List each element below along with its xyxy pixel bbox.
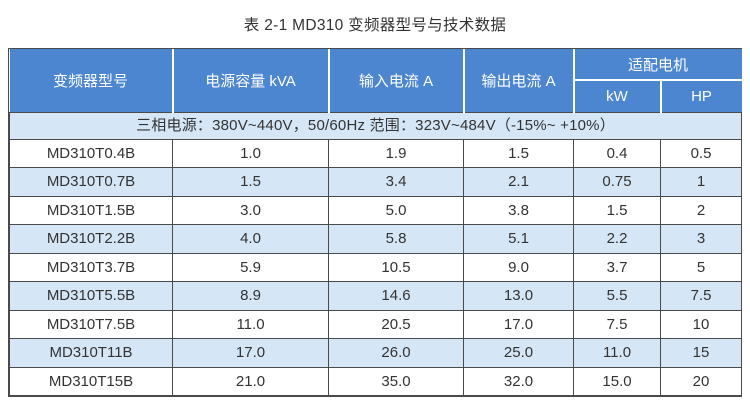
value-cell: 3.8 [463, 195, 574, 225]
value-cell: 17.0 [463, 309, 574, 339]
value-cell: 5.9 [172, 252, 329, 282]
value-cell: 4.0 [172, 224, 329, 254]
value-cell: 2 [659, 195, 743, 225]
value-cell: 11.0 [573, 338, 661, 368]
value-cell: 2.2 [573, 224, 661, 254]
value-cell: 21.0 [172, 366, 329, 396]
table-row: MD310T0.4B 1.0 1.9 1.5 0.4 0.5 [9, 138, 743, 168]
power-supply-banner: 三相电源：380V~440V，50/60Hz 范围：323V~484V（-15%… [8, 111, 743, 140]
model-cell: MD310T0.4B [9, 138, 173, 168]
table-row: MD310T2.2B 4.0 5.8 5.1 2.2 3 [9, 224, 743, 254]
spec-table: 变频器型号 电源容量 kVA 输入电流 A 输出电流 A 适配电机 kW HP … [8, 49, 743, 396]
value-cell: 5.5 [573, 281, 661, 311]
value-cell: 1.5 [463, 138, 574, 168]
header-motor-kw: kW [573, 79, 662, 112]
page-title: 表 2-1 MD310 变频器型号与技术数据 [243, 17, 507, 34]
table-row: MD310T5.5B 8.9 14.6 13.0 5.5 7.5 [9, 281, 743, 311]
model-cell: MD310T3.7B [9, 252, 173, 282]
table-row: MD310T15B 21.0 35.0 32.0 15.0 20 [9, 366, 743, 396]
table-row: MD310T11B 17.0 26.0 25.0 11.0 15 [9, 338, 743, 368]
value-cell: 10 [659, 309, 743, 339]
spec-table-container: 变频器型号 电源容量 kVA 输入电流 A 输出电流 A 适配电机 kW HP … [8, 48, 743, 397]
model-cell: MD310T0.7B [9, 167, 173, 197]
value-cell: 7.5 [659, 281, 743, 311]
value-cell: 0.4 [573, 138, 661, 168]
table-row: MD310T0.7B 1.5 3.4 2.1 0.75 1 [9, 167, 743, 197]
value-cell: 17.0 [172, 338, 329, 368]
header-capacity-kva: 电源容量 kVA [171, 49, 330, 112]
header-input-current: 输入电流 A [327, 49, 465, 112]
model-cell: MD310T11B [9, 338, 173, 368]
header-model: 变频器型号 [9, 49, 174, 112]
value-cell: 35.0 [328, 366, 464, 396]
value-cell: 13.0 [463, 281, 574, 311]
value-cell: 15.0 [573, 366, 661, 396]
value-cell: 1.9 [328, 138, 464, 168]
model-cell: MD310T2.2B [9, 224, 173, 254]
model-cell: MD310T1.5B [9, 195, 173, 225]
value-cell: 5.0 [328, 195, 464, 225]
header-motor-hp: HP [659, 79, 742, 112]
value-cell: 11.0 [172, 309, 329, 339]
value-cell: 2.1 [463, 167, 574, 197]
value-cell: 7.5 [573, 309, 661, 339]
value-cell: 26.0 [328, 338, 464, 368]
value-cell: 1.5 [573, 195, 661, 225]
value-cell: 1 [659, 167, 743, 197]
value-cell: 5 [659, 252, 743, 282]
value-cell: 0.75 [573, 167, 661, 197]
value-cell: 9.0 [463, 252, 574, 282]
value-cell: 3.7 [573, 252, 661, 282]
value-cell: 0.5 [659, 138, 743, 168]
header-motor-group: 适配电机 [572, 49, 742, 81]
value-cell: 3.0 [172, 195, 329, 225]
table-row: MD310T1.5B 3.0 5.0 3.8 1.5 2 [9, 195, 743, 225]
table-body: MD310T0.4B 1.0 1.9 1.5 0.4 0.5 MD310T0.7B 1.5 3.… [9, 138, 743, 396]
value-cell: 1.5 [172, 167, 329, 197]
model-cell: MD310T5.5B [9, 281, 173, 311]
value-cell: 25.0 [463, 338, 574, 368]
value-cell: 3.4 [328, 167, 464, 197]
value-cell: 3 [659, 224, 743, 254]
value-cell: 20.5 [328, 309, 464, 339]
value-cell: 32.0 [463, 366, 574, 396]
model-cell: MD310T15B [9, 366, 173, 396]
table-header: 变频器型号 电源容量 kVA 输入电流 A 输出电流 A 适配电机 kW HP [9, 49, 742, 112]
table-row: MD310T3.7B 5.9 10.5 9.0 3.7 5 [9, 252, 743, 282]
table-row: MD310T7.5B 11.0 20.5 17.0 7.5 10 [9, 309, 743, 339]
value-cell: 5.1 [463, 224, 574, 254]
value-cell: 5.8 [328, 224, 464, 254]
power-supply-banner-row: 三相电源：380V~440V，50/60Hz 范围：323V~484V（-15%… [8, 111, 743, 140]
value-cell: 14.6 [328, 281, 464, 311]
value-cell: 20 [659, 366, 743, 396]
value-cell: 10.5 [328, 252, 464, 282]
value-cell: 8.9 [172, 281, 329, 311]
header-output-current: 输出电流 A [462, 49, 575, 112]
value-cell: 1.0 [172, 138, 329, 168]
value-cell: 15 [659, 338, 743, 368]
model-cell: MD310T7.5B [9, 309, 173, 339]
